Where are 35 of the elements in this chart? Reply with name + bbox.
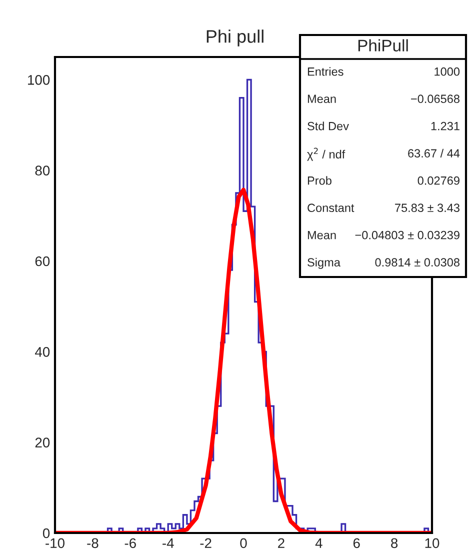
y-tick-label: 0 [42, 528, 50, 538]
y-tick-label: 100 [28, 75, 50, 85]
annotation: Mean [308, 231, 336, 240]
x-tick-label: -8 [87, 538, 98, 548]
annotation: Entries [308, 67, 344, 76]
annotation: χ$^{2}$ / ndf [307, 148, 346, 161]
x-tick-label: -4 [162, 538, 174, 548]
annotation: Std Dev [308, 122, 349, 130]
x-tick-label: 10 [425, 538, 440, 548]
y-tick-label: 20 [35, 438, 50, 448]
annotation: Mean [308, 94, 336, 104]
y-tick-label: 80 [35, 166, 50, 176]
y-tick-label: 40 [35, 347, 50, 357]
annotation: 63.67 / 44 [408, 148, 460, 158]
x-tick-label: -10 [46, 538, 64, 548]
x-tick-label: 8 [391, 538, 398, 548]
annotation: −0.04803 ± 0.03239 [355, 230, 460, 240]
annotation: 0.9814 ± 0.0308 [375, 258, 460, 267]
annotation: Constant [308, 204, 354, 212]
annotation: Prob [308, 176, 332, 185]
x-tick-label: 6 [353, 538, 360, 548]
text: PhiPull [358, 39, 408, 52]
x-tick-label: -2 [200, 538, 212, 548]
x-tick-label: -6 [124, 538, 136, 548]
x-tick-label: 0 [240, 538, 247, 548]
annotation: 75.83 ± 3.43 [395, 204, 460, 212]
annotation: −0.06568 [411, 94, 460, 104]
x-tick-label: 4 [315, 538, 322, 548]
annotation: 0.02769 [418, 176, 460, 185]
text: 1000 [434, 67, 460, 76]
chart-title: Phi pull [206, 30, 264, 46]
x-tick-label: 2 [278, 538, 284, 548]
y-tick-label: 60 [35, 256, 50, 266]
annotation: Sigma [308, 258, 340, 269]
annotation: 1.231 [431, 122, 460, 130]
